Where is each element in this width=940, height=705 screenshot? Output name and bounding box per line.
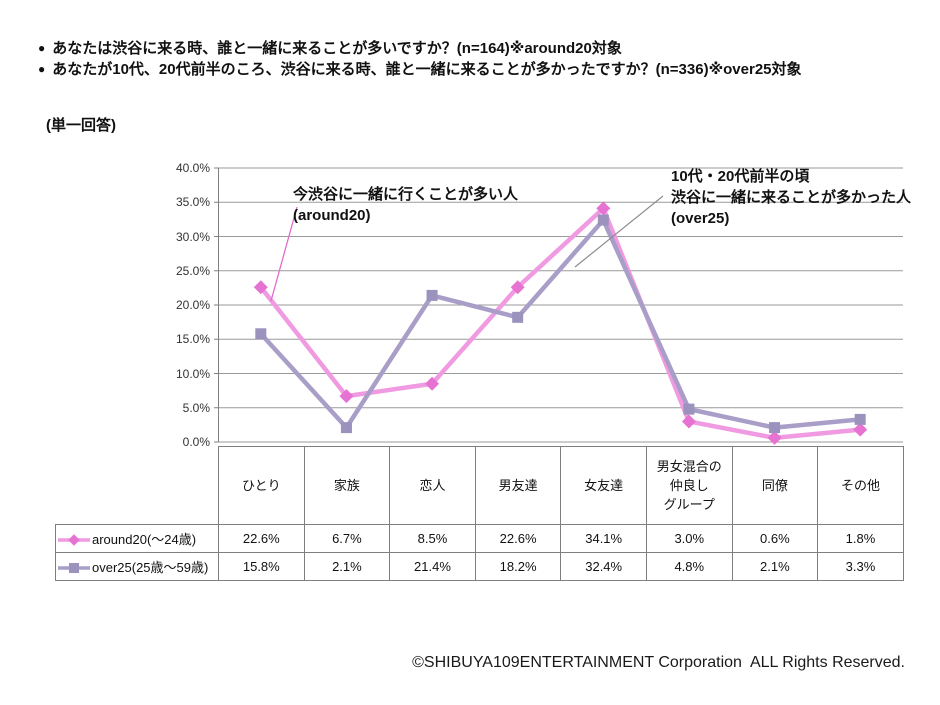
- square-marker: [854, 413, 866, 425]
- annotation-leader-lines: [270, 195, 664, 302]
- square-marker: [597, 214, 609, 226]
- category-header-cell: 恋人: [389, 446, 476, 525]
- value-cell: 2.1%: [731, 552, 819, 581]
- survey-question-1: ● あなたは渋谷に来る時、誰と一緒に来ることが多いですか？(n=164)※arou…: [38, 38, 802, 59]
- value-cell: 4.8%: [645, 552, 733, 581]
- category-header-cell: 家族: [303, 446, 391, 525]
- diamond-marker: [253, 280, 268, 295]
- diamond-marker: [339, 389, 354, 404]
- value-cell: 3.3%: [817, 552, 904, 581]
- survey-question-1-text: あなたは渋谷に来る時、誰と一緒に来ることが多いですか？(n=164)※aroun…: [52, 40, 622, 57]
- y-axis-tick-label: 30.0%: [175, 229, 210, 244]
- bullet-icon: ●: [38, 41, 46, 55]
- category-header-cell: ひとり: [218, 446, 305, 525]
- value-cell: 22.6%: [218, 524, 305, 553]
- annotation-leader-around20: [270, 206, 298, 302]
- value-cell: 2.1%: [303, 552, 391, 581]
- table-row: over25(25歳〜59歳) 15.8% 2.1% 21.4% 18.2% 32.4%…: [55, 552, 904, 581]
- results-table: ひとり 家族 恋人 男友達 女友達 男女混合の 仲良し グループ 同僚 その他 around2…: [55, 446, 904, 581]
- annotation-around20: 今渋谷に一緒に行くことが多い人 (around20): [293, 186, 519, 224]
- legend-cell-around20: around20(〜24歳): [55, 524, 219, 553]
- survey-question-2-text: あなたが10代、20代前半のころ、渋谷に来る時、誰と一緒に来ることが多かったです…: [52, 61, 802, 78]
- y-axis-tick-label: 35.0%: [175, 195, 210, 210]
- square-marker: [769, 422, 781, 434]
- diamond-marker: [681, 414, 696, 429]
- survey-questions: ● あなたは渋谷に来る時、誰と一緒に来ることが多いですか？(n=164)※arou…: [38, 38, 802, 80]
- value-cell: 15.8%: [218, 552, 305, 581]
- series-label-over25: over25(25歳〜59歳): [92, 560, 209, 575]
- category-header-cell: 男女混合の 仲良し グループ: [645, 446, 733, 525]
- table-corner-cell: [55, 446, 219, 525]
- y-axis-tick-label: 40.0%: [175, 161, 210, 175]
- y-axis-tick-label: 10.0%: [175, 366, 210, 381]
- around20-legend-line-diamond-icon: [58, 534, 90, 546]
- diamond-marker: [853, 422, 868, 437]
- square-marker: [683, 403, 695, 415]
- annotation-over25: 10代・20代前半の頃 渋谷に一緒に来ることが多かった人 (over25): [671, 168, 912, 227]
- y-axis-tick-label: 5.0%: [182, 400, 210, 415]
- answer-type-label: (単一回答): [46, 117, 116, 134]
- diamond-marker: [596, 201, 611, 216]
- category-header-cell: その他: [817, 446, 904, 525]
- category-header-cell: 女友達: [560, 446, 647, 525]
- y-axis-tick-label: 15.0%: [175, 332, 210, 347]
- y-axis-tick-label: 20.0%: [175, 298, 210, 312]
- series-around20: [253, 201, 868, 445]
- square-marker: [512, 311, 524, 323]
- diamond-marker: [510, 280, 525, 295]
- value-cell: 6.7%: [303, 524, 391, 553]
- square-marker: [255, 328, 267, 340]
- over25-legend-line-square-icon: [58, 563, 90, 573]
- value-cell: 32.4%: [560, 552, 647, 581]
- value-cell: 3.0%: [645, 524, 733, 553]
- legend-cell-over25: over25(25歳〜59歳): [55, 552, 219, 581]
- category-header-cell: 男友達: [474, 446, 562, 525]
- table-row: around20(〜24歳) 22.6% 6.7% 8.5% 22.6% 34.1% 3.…: [55, 524, 904, 553]
- value-cell: 0.6%: [731, 524, 819, 553]
- square-marker: [340, 422, 352, 434]
- bullet-icon: ●: [38, 62, 46, 76]
- series-line: [258, 206, 863, 441]
- diamond-marker: [425, 376, 440, 391]
- survey-question-2: ● あなたが10代、20代前半のころ、渋谷に来る時、誰と一緒に来ることが多かったで…: [38, 59, 802, 80]
- value-cell: 1.8%: [817, 524, 904, 553]
- category-header-cell: 同僚: [731, 446, 819, 525]
- gridlines: [214, 167, 903, 443]
- value-cell: 8.5%: [389, 524, 476, 553]
- copyright-text: ©SHIBUYA109ENTERTAINMENT Corporation ALL…: [412, 654, 905, 671]
- series-over25: [255, 214, 866, 434]
- square-marker: [426, 289, 438, 301]
- value-cell: 18.2%: [474, 552, 562, 581]
- category-header-row: ひとり 家族 恋人 男友達 女友達 男女混合の 仲良し グループ 同僚 その他: [55, 446, 904, 525]
- y-axis-tick-label: 25.0%: [175, 263, 210, 278]
- series-line: [258, 217, 863, 430]
- series-label-around20: around20(〜24歳): [92, 532, 197, 547]
- value-cell: 34.1%: [560, 524, 647, 553]
- y-axis-tick-label: 0.0%: [182, 435, 210, 449]
- value-cell: 21.4%: [389, 552, 476, 581]
- value-cell: 22.6%: [474, 524, 562, 553]
- data-series: [253, 201, 868, 445]
- diamond-marker: [767, 430, 782, 445]
- annotation-leader-over25: [574, 195, 664, 268]
